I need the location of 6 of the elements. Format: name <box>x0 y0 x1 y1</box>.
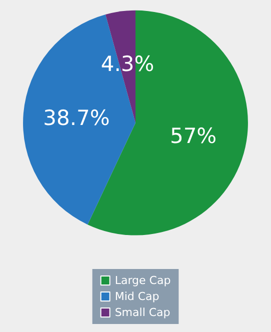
legend-label: Small Cap <box>114 306 170 319</box>
legend-label: Large Cap <box>114 274 171 287</box>
legend-label: Mid Cap <box>114 290 160 303</box>
data-label: 4.3% <box>100 52 154 76</box>
data-label: 38.7% <box>43 106 110 130</box>
data-label: 57% <box>170 124 217 148</box>
